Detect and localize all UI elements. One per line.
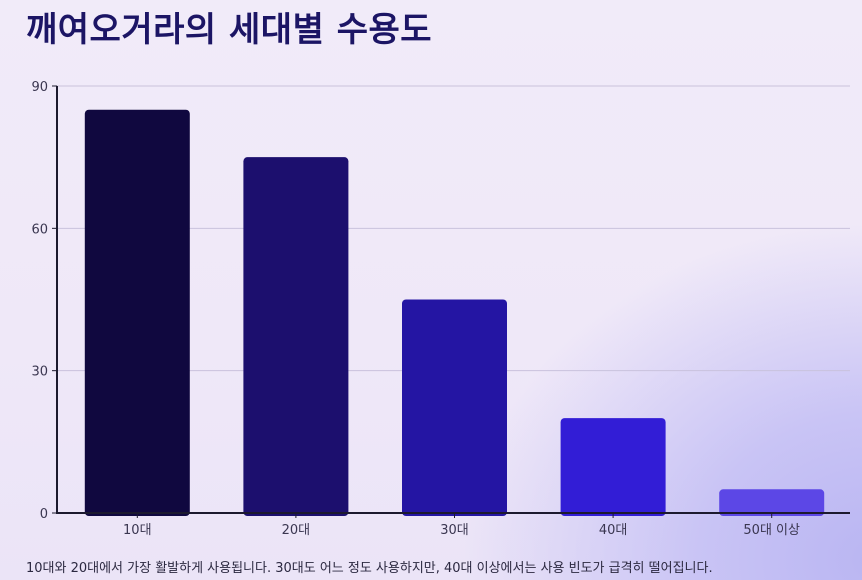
x-tick-label: 20대 <box>282 523 311 538</box>
chart-title: 깨여오거라의 세대별 수용도 <box>26 10 433 50</box>
x-tick-label: 30대 <box>440 523 469 538</box>
bar-5 <box>719 489 825 516</box>
x-tick-label: 40대 <box>599 523 628 538</box>
bar-4 <box>560 418 666 516</box>
bar-3 <box>402 299 507 516</box>
x-tick-labels: 10대 20대 30대 40대 50대 이상 <box>123 513 800 538</box>
y-tick-labels: 0 30 60 90 <box>31 80 57 522</box>
axes <box>56 86 850 514</box>
x-tick-label: 10대 <box>123 523 152 538</box>
y-tick-label: 90 <box>31 80 48 95</box>
chart-caption: 10대와 20대에서 가장 활발하게 사용됩니다. 30대도 어느 정도 사용하… <box>26 561 713 576</box>
y-tick-label: 0 <box>40 507 48 522</box>
bar-1 <box>84 109 190 516</box>
y-tick-label: 60 <box>31 222 48 237</box>
y-tick-label: 30 <box>31 365 48 380</box>
bar-2 <box>243 157 349 516</box>
bars-group <box>84 109 825 516</box>
bar-chart: 0 30 60 90 10대 20대 30대 40대 50대 이상 <box>31 80 850 538</box>
x-tick-label: 50대 이상 <box>743 523 800 538</box>
